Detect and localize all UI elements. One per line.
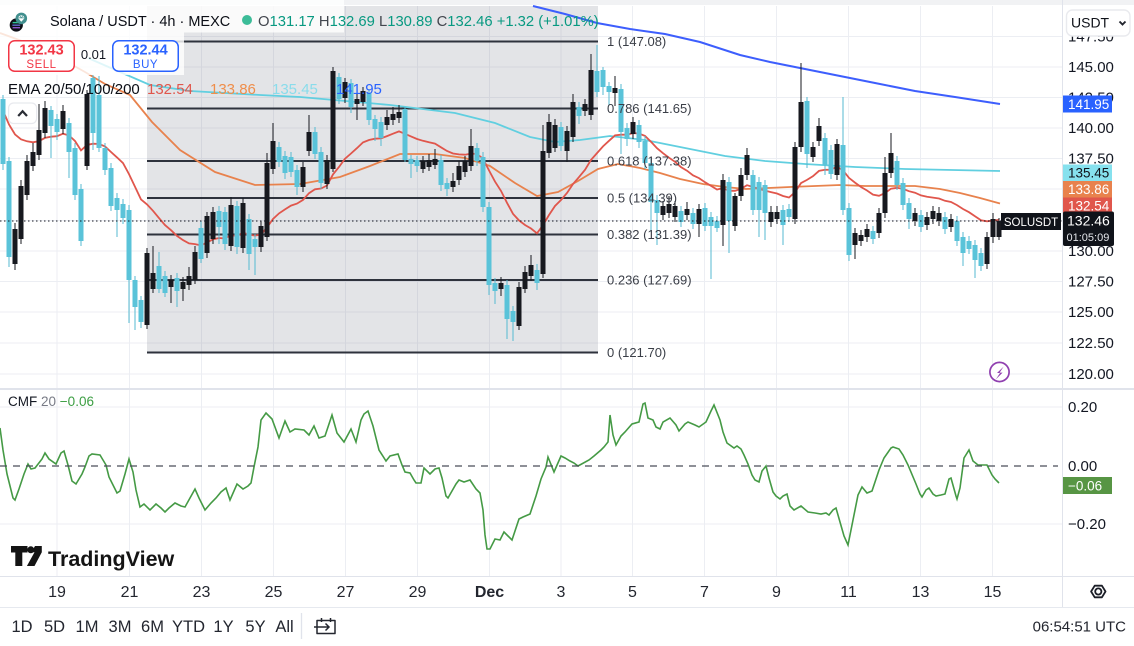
svg-text:−0.06: −0.06: [1068, 479, 1102, 494]
svg-text:132.43: 132.43: [19, 43, 63, 59]
svg-text:21: 21: [121, 584, 139, 601]
svg-text:1Y: 1Y: [213, 618, 233, 636]
svg-text:0 (121.70): 0 (121.70): [607, 345, 666, 360]
svg-text:5D: 5D: [44, 618, 65, 636]
svg-text:Solana / USDT · 4h · MEXC: Solana / USDT · 4h · MEXC: [50, 14, 230, 30]
svg-text:19: 19: [48, 584, 66, 601]
svg-text:CMF 20 −0.06: CMF 20 −0.06: [8, 394, 94, 409]
svg-text:Dec: Dec: [475, 584, 504, 601]
svg-text:132.44: 132.44: [123, 43, 167, 59]
svg-text:11: 11: [840, 584, 857, 601]
svg-text:133.86: 133.86: [210, 81, 256, 98]
svg-text:3M: 3M: [109, 618, 132, 636]
svg-text:141.95: 141.95: [336, 81, 382, 98]
svg-text:9: 9: [772, 584, 781, 601]
svg-text:122.50: 122.50: [1068, 335, 1114, 352]
svg-text:01:05:09: 01:05:09: [1067, 232, 1110, 244]
svg-text:135.45: 135.45: [1068, 166, 1109, 181]
svg-text:0.382 (131.39): 0.382 (131.39): [607, 227, 692, 242]
svg-text:140.00: 140.00: [1068, 120, 1114, 137]
svg-text:TradingView: TradingView: [48, 547, 175, 571]
svg-text:132.54: 132.54: [147, 81, 193, 98]
svg-text:137.50: 137.50: [1068, 151, 1114, 168]
svg-text:0.20: 0.20: [1068, 399, 1097, 416]
svg-text:135.45: 135.45: [272, 81, 318, 98]
svg-text:1 (147.08): 1 (147.08): [607, 34, 666, 49]
svg-text:0.5 (134.39): 0.5 (134.39): [607, 191, 677, 206]
svg-text:YTD: YTD: [172, 618, 205, 636]
svg-text:6M: 6M: [141, 618, 164, 636]
svg-text:120.00: 120.00: [1068, 366, 1114, 383]
svg-text:1M: 1M: [76, 618, 99, 636]
svg-text:0.01: 0.01: [81, 47, 106, 62]
svg-text:130.00: 130.00: [1068, 243, 1114, 260]
svg-text:15: 15: [984, 584, 1002, 601]
svg-text:−0.20: −0.20: [1068, 516, 1106, 533]
svg-text:27: 27: [337, 584, 355, 601]
svg-text:7: 7: [700, 584, 709, 601]
svg-text:13: 13: [912, 584, 930, 601]
svg-text:0.236 (127.69): 0.236 (127.69): [607, 273, 692, 288]
svg-text:29: 29: [409, 584, 427, 601]
svg-text:125.00: 125.00: [1068, 304, 1114, 321]
svg-text:141.95: 141.95: [1068, 97, 1109, 112]
svg-text:SOLUSDT: SOLUSDT: [1004, 217, 1058, 229]
svg-text:USDT: USDT: [1071, 15, 1110, 31]
svg-text:0.618 (137.38): 0.618 (137.38): [607, 154, 692, 169]
svg-text:0.00: 0.00: [1068, 458, 1097, 475]
svg-text:145.00: 145.00: [1068, 59, 1114, 76]
svg-text:5Y: 5Y: [245, 618, 265, 636]
svg-text:BUY: BUY: [133, 59, 158, 71]
svg-text:All: All: [275, 618, 293, 636]
svg-text:25: 25: [265, 584, 283, 601]
svg-text:06:54:51 UTC: 06:54:51 UTC: [1033, 619, 1127, 636]
svg-text:133.86: 133.86: [1068, 182, 1109, 197]
svg-text:23: 23: [193, 584, 211, 601]
svg-text:SELL: SELL: [26, 59, 56, 71]
svg-text:132.46: 132.46: [1067, 213, 1110, 229]
svg-text:O131.17 H132.69 L130.89 C132.4: O131.17 H132.69 L130.89 C132.46 +1.32 (+…: [258, 14, 599, 30]
svg-text:1D: 1D: [11, 618, 32, 636]
svg-text:127.50: 127.50: [1068, 274, 1114, 291]
svg-text:5: 5: [628, 584, 637, 601]
svg-text:3: 3: [557, 584, 566, 601]
svg-text:0.786 (141.65): 0.786 (141.65): [607, 101, 692, 116]
svg-text:EMA 20/50/100/200: EMA 20/50/100/200: [8, 81, 140, 98]
svg-text:132.54: 132.54: [1068, 199, 1110, 214]
